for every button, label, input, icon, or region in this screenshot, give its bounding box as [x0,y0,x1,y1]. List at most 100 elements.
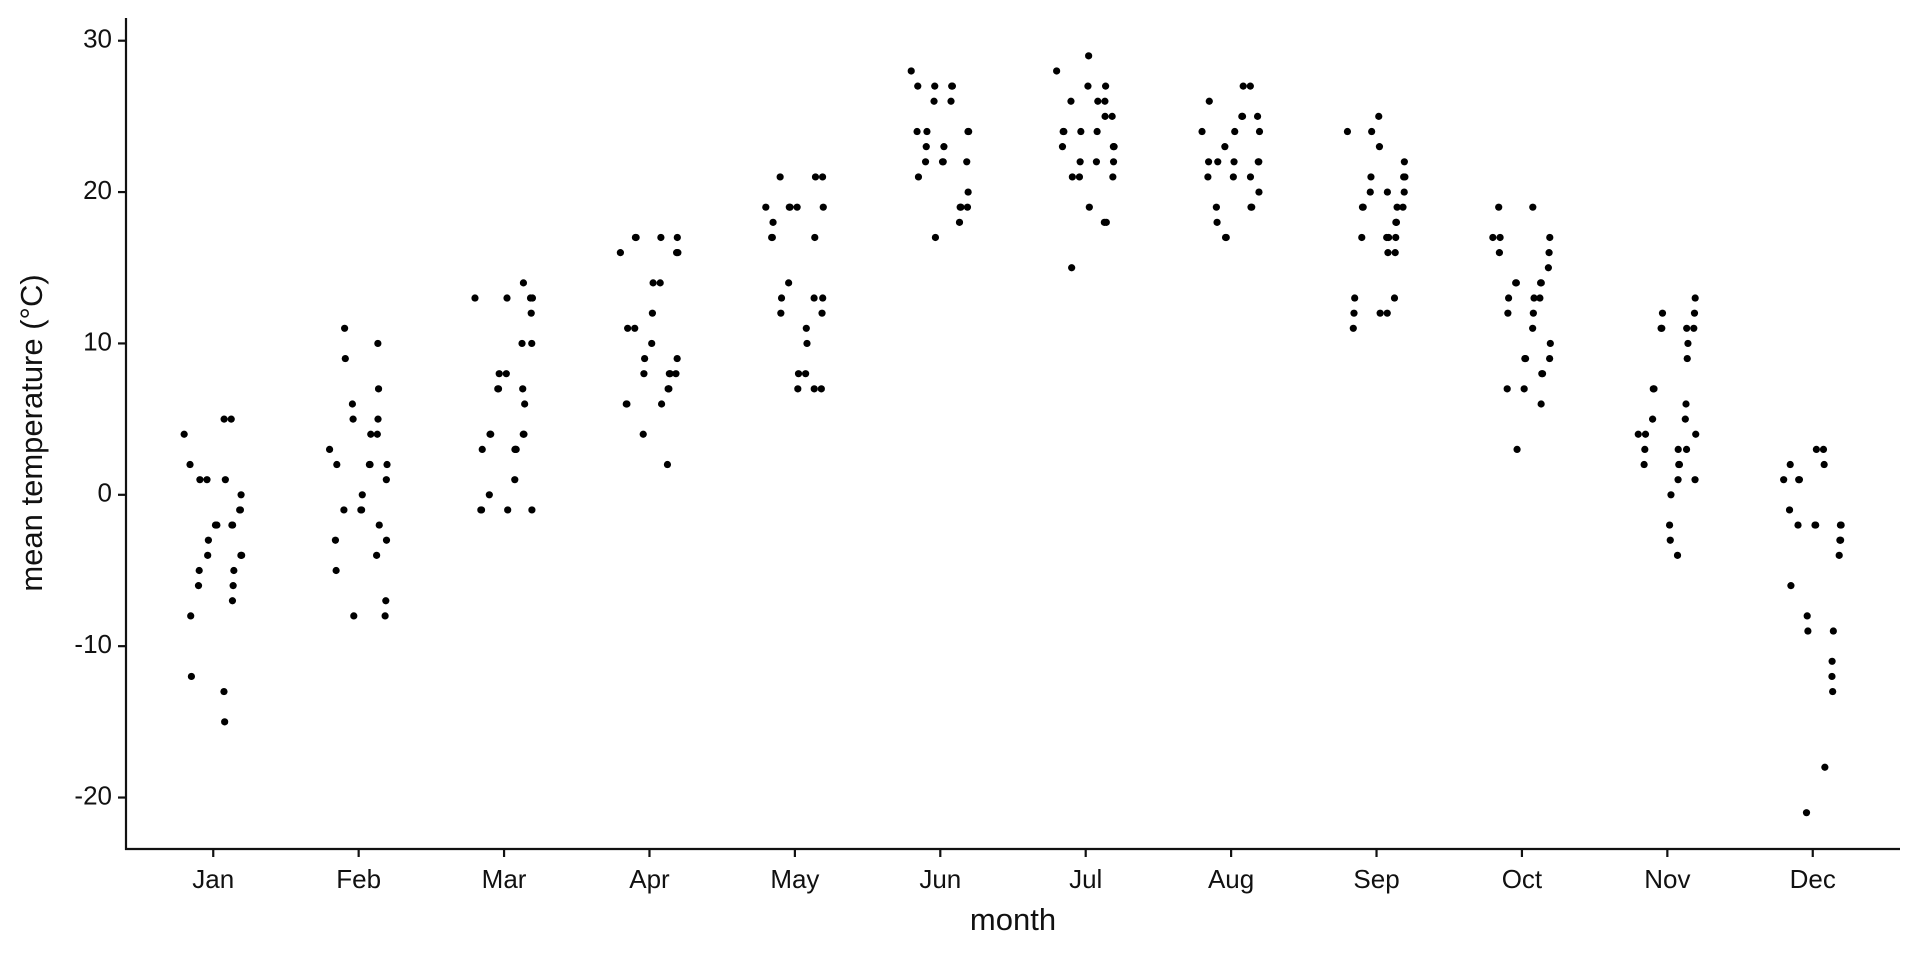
point [1391,249,1399,257]
point [518,339,526,348]
point [526,294,535,302]
point [914,82,922,90]
point [220,687,228,696]
point [1803,612,1811,620]
point [1819,445,1828,453]
point [227,415,235,423]
point [1545,249,1553,257]
x-tick-label: Jul [1069,864,1102,894]
point [1231,127,1239,136]
point [211,521,220,529]
point [1108,112,1116,120]
point [624,324,632,332]
point [1537,400,1545,408]
point [639,430,647,438]
point [1785,506,1794,514]
point [1649,415,1657,423]
x-tick-label: Oct [1502,864,1543,894]
point [196,476,204,484]
point [1068,264,1076,272]
point [948,82,956,90]
point [1684,339,1692,348]
point [1673,551,1682,559]
point [777,309,785,317]
point [1504,309,1512,317]
point [955,218,964,226]
point [485,491,493,499]
point [1239,82,1247,90]
point [1101,112,1109,120]
point [818,173,827,181]
point [1068,173,1076,181]
point [375,521,383,529]
point [494,385,502,393]
point [907,67,915,75]
point [1665,521,1674,529]
point [1674,476,1682,484]
point [1247,203,1255,211]
point [519,430,527,438]
point [1682,445,1691,453]
point [1067,97,1075,105]
point [180,430,188,438]
point [1683,324,1691,332]
point [1675,460,1683,469]
y-tick-label: -20 [74,780,112,810]
point [1094,97,1102,105]
point [1213,218,1221,226]
point [1246,173,1255,181]
point [1691,476,1699,484]
point [956,203,964,211]
point [1368,127,1376,136]
point [819,203,827,211]
point [1804,627,1812,635]
point [527,309,535,317]
point [1829,687,1837,696]
point [528,339,536,348]
x-tick-label: Jun [919,864,961,894]
x-tick-label: Nov [1644,864,1690,894]
point [931,233,940,242]
point [963,203,972,211]
point [1674,445,1682,453]
y-tick-label: 10 [83,326,112,356]
point [1536,294,1544,302]
point [1530,294,1538,302]
point [940,143,948,151]
point [340,506,348,514]
point [964,188,972,196]
point [811,173,820,181]
point [1400,158,1408,166]
point [1634,430,1642,438]
point [228,597,237,605]
point [1350,309,1358,317]
point [1641,430,1650,438]
point [1109,143,1117,151]
point [1092,158,1101,166]
point [1204,158,1213,166]
point [195,566,203,575]
point [1546,354,1554,363]
point [1214,158,1222,166]
point [1649,385,1657,393]
point [478,445,486,453]
point [1058,143,1067,151]
point [341,354,349,363]
point [1794,521,1802,529]
point [1544,264,1552,272]
point [1229,173,1237,181]
point [1495,249,1504,257]
point [1821,763,1829,771]
point [1496,233,1504,242]
point [229,582,237,590]
point [631,324,639,332]
point [383,460,391,469]
point [1503,385,1511,393]
point [1512,279,1520,287]
point [382,536,391,544]
point [374,339,382,348]
point [657,400,666,408]
point [1230,158,1238,166]
point [1489,233,1497,242]
point [521,400,529,408]
